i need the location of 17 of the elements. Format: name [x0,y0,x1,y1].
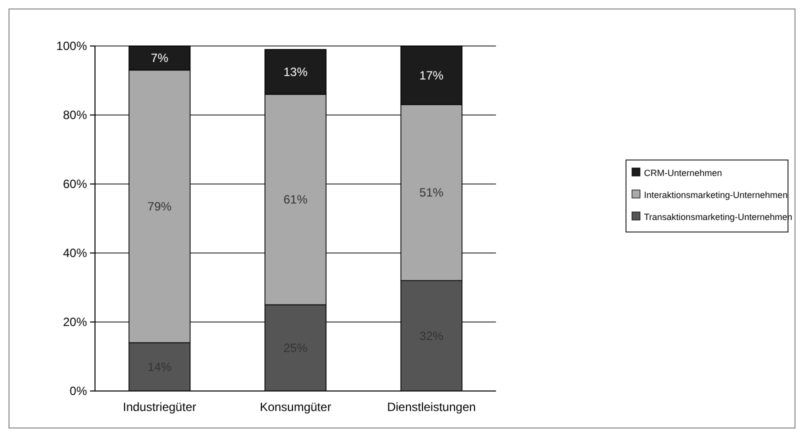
legend-label: CRM-Unternehmen [644,168,722,178]
y-tick-label: 100% [56,39,88,53]
x-tick-label: Industriegüter [122,400,196,414]
data-label: 7% [150,51,169,66]
data-label: 17% [419,68,444,82]
x-tick-label: Konsumgüter [260,400,332,414]
data-label: 51% [419,186,444,200]
y-tick-label: 80% [62,108,88,122]
y-tick-label: 60% [62,177,88,191]
legend-label: Interaktionsmarketing-Unternehmen [644,190,788,200]
y-tick-label: 20% [62,315,88,329]
y-tick-label: 40% [62,246,88,260]
y-tick-label: 0% [70,384,88,398]
data-label: 61% [283,192,308,207]
data-label: 79% [148,199,172,214]
data-label: 13% [283,64,308,79]
x-tick-label: Dienstleistungen [387,400,476,414]
